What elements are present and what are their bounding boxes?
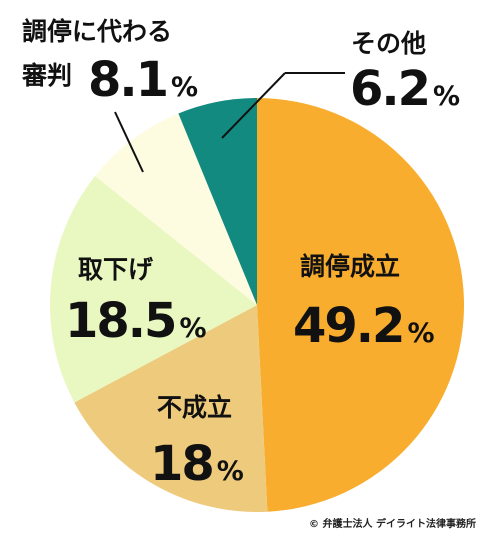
slice-value-unit-settled: % bbox=[407, 318, 434, 349]
slice-label-withdrawn: 取下げ bbox=[78, 255, 154, 284]
leader-lines bbox=[114, 72, 345, 173]
slice-value-number-settled: 49.2 bbox=[293, 298, 403, 354]
labels-layer: 調停成立 49.2% 不成立 18% 取下げ 18.5% 調停に代わる 審判 8… bbox=[21, 17, 476, 530]
slice-value-unit-failed: % bbox=[217, 456, 244, 487]
slice-label-failed: 不成立 bbox=[157, 393, 232, 422]
slice-value-number-other: 6.2 bbox=[350, 61, 429, 117]
slice-label-other: その他 bbox=[351, 29, 426, 58]
slice-value-withdrawn: 18.5% bbox=[65, 293, 207, 349]
slice-value-number-withdrawn: 18.5 bbox=[65, 293, 175, 349]
slice-value-settled: 49.2% bbox=[293, 298, 435, 354]
slice-value-substitute: 8.1% bbox=[88, 52, 198, 108]
pie-slice-other bbox=[178, 98, 257, 305]
slice-value-unit-substitute: % bbox=[171, 72, 198, 103]
slice-value-number-substitute: 8.1 bbox=[88, 52, 167, 108]
pie-slice-substitute bbox=[95, 113, 257, 305]
slice-label-substitute-line2: 審判 bbox=[21, 61, 72, 90]
slice-value-unit-other: % bbox=[433, 81, 460, 112]
slice-label-settled: 調停成立 bbox=[300, 252, 400, 281]
slices-layer bbox=[50, 98, 465, 513]
leader-line-other bbox=[221, 72, 286, 139]
slice-value-other: 6.2% bbox=[350, 61, 460, 117]
pie-slice-settled bbox=[257, 98, 465, 512]
slice-value-unit-withdrawn: % bbox=[179, 313, 206, 344]
copyright-credit: © 弁護士法人 デイライト法律事務所 bbox=[309, 517, 476, 530]
slice-value-number-failed: 18 bbox=[150, 436, 213, 492]
slice-label-substitute-line1: 調停に代わる bbox=[22, 17, 172, 46]
leader-line-substitute bbox=[114, 111, 144, 173]
slice-value-failed: 18% bbox=[150, 436, 244, 492]
pie-slice-failed bbox=[74, 305, 268, 513]
pie-slice-withdrawn bbox=[50, 176, 257, 403]
